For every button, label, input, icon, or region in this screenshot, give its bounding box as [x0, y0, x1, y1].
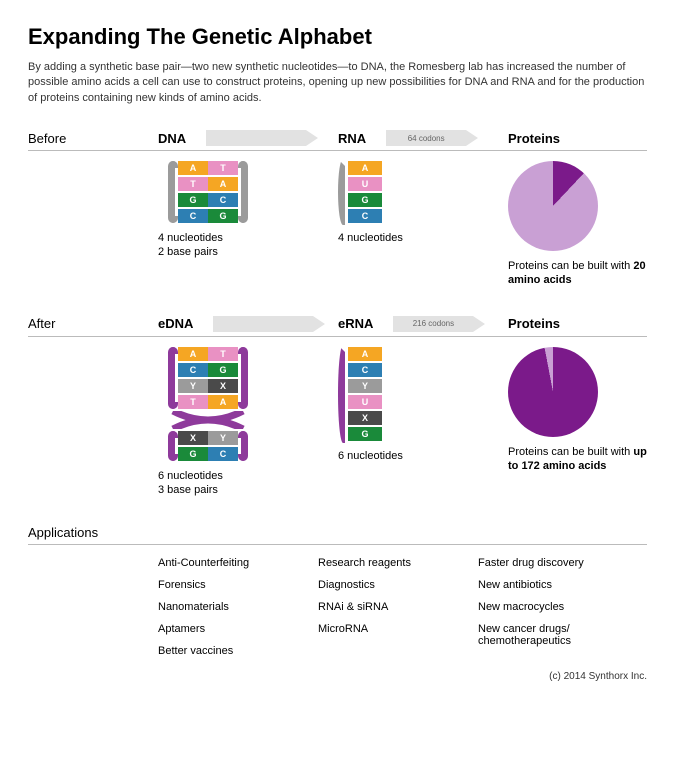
- after-pie-chart: [508, 347, 598, 437]
- after-header-row: After eDNA eRNA 216 codons Proteins: [28, 316, 647, 337]
- application-item: Better vaccines: [158, 645, 318, 657]
- before-body-row: ATTAGCCG 4 nucleotides 2 base pairs AUGC…: [28, 161, 647, 288]
- application-item: Forensics: [158, 579, 318, 591]
- application-item: Diagnostics: [318, 579, 478, 591]
- before-protein-label: Proteins: [508, 131, 648, 146]
- before-pie-chart: [508, 161, 598, 251]
- application-item: RNAi & siRNA: [318, 601, 478, 613]
- after-protein-caption: Proteins can be built with up to 172 ami…: [508, 445, 648, 474]
- before-dna-caption: 4 nucleotides 2 base pairs: [158, 231, 338, 260]
- after-body-row: ATCGYXTA XYGC 6 nucleotides 3 base pairs…: [28, 347, 647, 498]
- after-protein-label: Proteins: [508, 316, 648, 331]
- before-protein-caption: Proteins can be built with 20 amino acid…: [508, 259, 648, 288]
- application-item: New antibiotics: [478, 579, 638, 591]
- before-dna-label: DNA: [158, 131, 186, 146]
- application-item: MicroRNA: [318, 623, 478, 635]
- intro-text: By adding a synthetic base pair—two new …: [28, 60, 647, 106]
- application-item: New macrocycles: [478, 601, 638, 613]
- applications-label: Applications: [28, 525, 647, 545]
- application-item: Aptamers: [158, 623, 318, 635]
- before-header-row: Before DNA RNA 64 codons Proteins: [28, 130, 647, 151]
- after-rna-caption: 6 nucleotides: [338, 449, 508, 463]
- applications-col1: Anti-Counterfeiting Forensics Nanomaterial…: [158, 557, 318, 657]
- before-dna-diagram: ATTAGCCG: [158, 161, 258, 223]
- applications-col3: Faster drug discovery New antibiotics New …: [478, 557, 638, 657]
- after-label: After: [28, 316, 158, 331]
- after-dna-caption: 6 nucleotides 3 base pairs: [158, 469, 338, 498]
- application-item: Anti-Counterfeiting: [158, 557, 318, 569]
- arrow-icon: 216 codons: [393, 316, 473, 332]
- page-title: Expanding The Genetic Alphabet: [28, 24, 647, 50]
- arrow-icon: 64 codons: [386, 130, 466, 146]
- application-item: Faster drug discovery: [478, 557, 638, 569]
- before-label: Before: [28, 131, 158, 146]
- application-item: Nanomaterials: [158, 601, 318, 613]
- after-rna-label: eRNA: [338, 316, 373, 331]
- after-dna-diagram: ATCGYXTA XYGC: [158, 347, 258, 461]
- after-dna-label: eDNA: [158, 316, 193, 331]
- copyright: (c) 2014 Synthorx Inc.: [28, 671, 647, 682]
- application-item: Research reagents: [318, 557, 478, 569]
- after-codon-label: 216 codons: [413, 319, 454, 328]
- before-rna-label: RNA: [338, 131, 366, 146]
- before-rna-diagram: AUGC: [338, 161, 398, 223]
- before-codon-label: 64 codons: [408, 134, 445, 143]
- arrow-icon: [213, 316, 313, 332]
- dna-twist-icon: [158, 411, 258, 429]
- applications-grid: Anti-Counterfeiting Forensics Nanomaterial…: [28, 557, 647, 657]
- applications-col2: Research reagents Diagnostics RNAi & siRNA…: [318, 557, 478, 657]
- after-rna-diagram: ACYUXG: [338, 347, 398, 441]
- arrow-icon: [206, 130, 306, 146]
- before-rna-caption: 4 nucleotides: [338, 231, 508, 245]
- application-item: New cancer drugs/ chemotherapeutics: [478, 623, 638, 647]
